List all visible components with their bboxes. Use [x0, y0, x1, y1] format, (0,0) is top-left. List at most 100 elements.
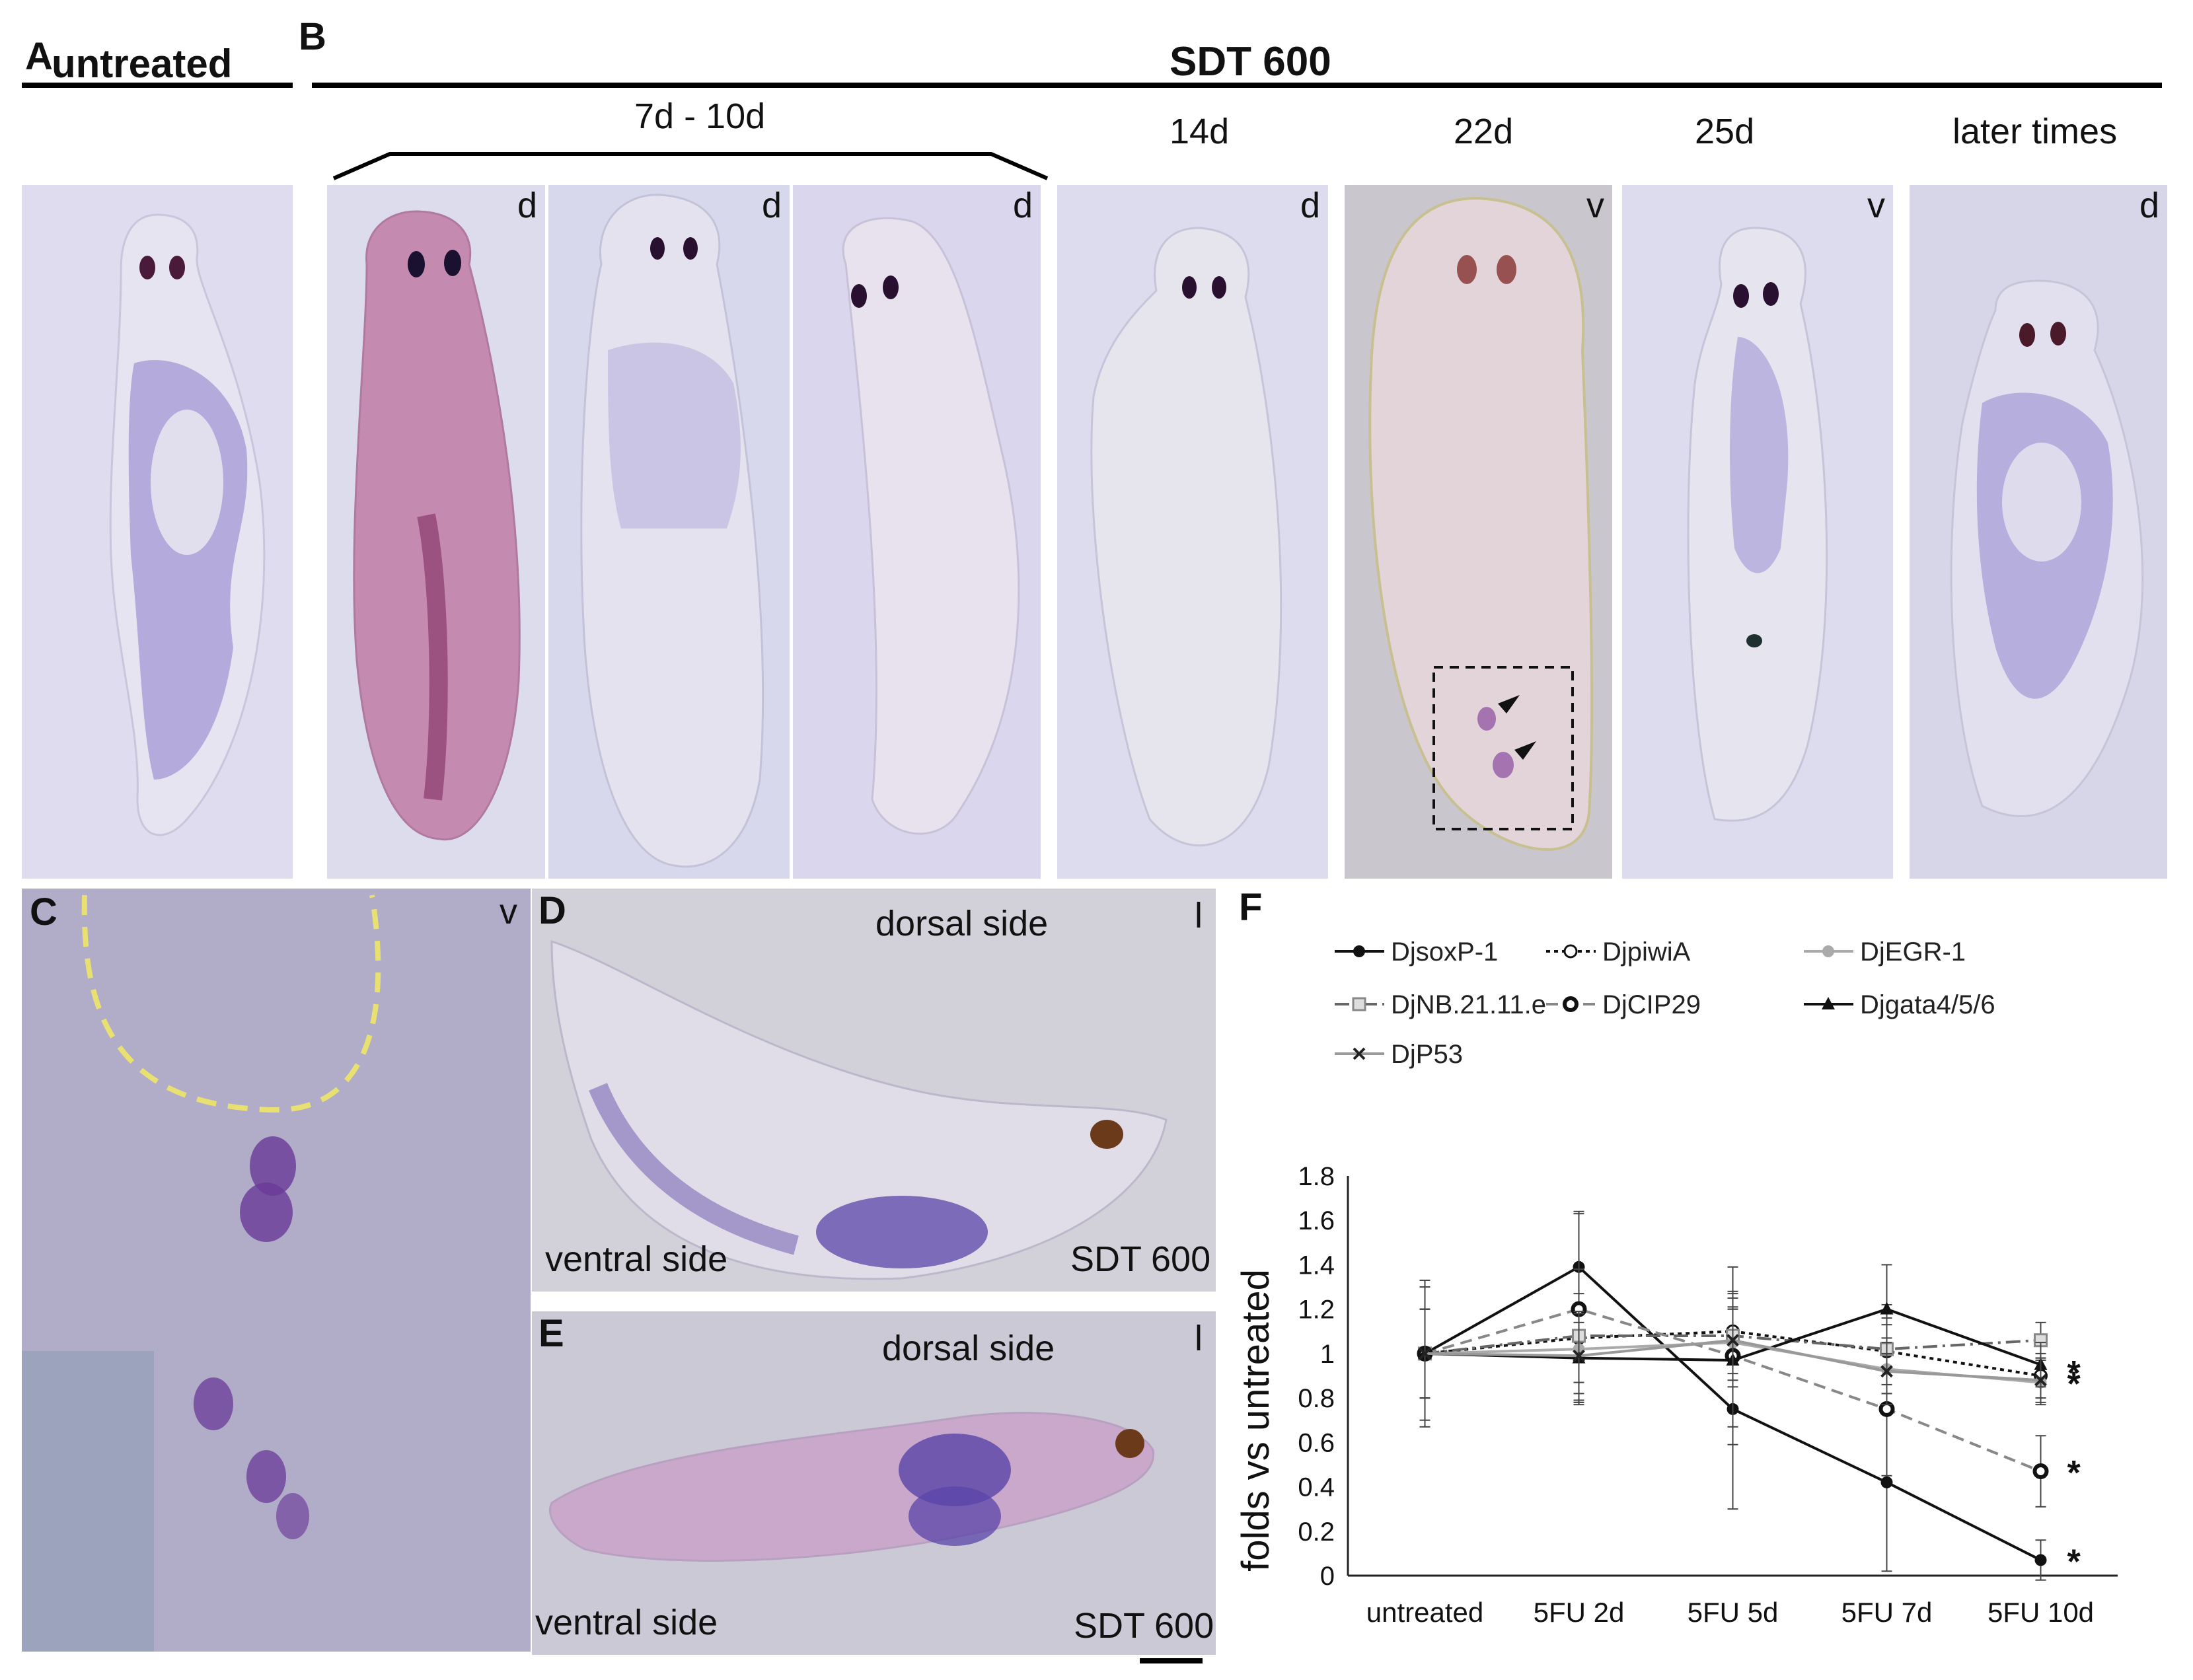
orientation-b7: d: [2139, 186, 2159, 225]
panel-label-f: F: [1239, 886, 1263, 929]
y-tick-label: 0.6: [1298, 1428, 1335, 1457]
orientation-b2: d: [761, 186, 782, 225]
line-chart: DjsoxP-1 DjpiwiA DjEGR-1 DjNB.21.11.e DjCIP2…: [1234, 937, 2118, 1628]
worm-b1-illustration: [353, 210, 521, 841]
panel-label-a: A: [25, 35, 53, 78]
y-tick-label: 1.2: [1298, 1296, 1335, 1325]
legend-label-5: Djgata4/5/6: [1860, 990, 1995, 1019]
lateral-e-illustration: [548, 1412, 1155, 1562]
chart-axes: 0 0.2 0.4 0.6 0.8 1 1.2 1.4 1.6 1.8 untreated 5FU 2…: [1298, 1162, 2118, 1628]
legend-item-3: DjNB.21.11.e: [1335, 990, 1546, 1019]
lateral-d-illustration: [550, 939, 1168, 1280]
orientation-d: l: [1195, 896, 1203, 935]
panel-label-e: E: [539, 1312, 564, 1355]
image-panel-b7: d: [1910, 185, 2167, 879]
worm-b4-illustration: [1090, 227, 1282, 847]
image-panel-b2: d: [548, 185, 790, 879]
legend-marker-3: [1352, 997, 1366, 1011]
y-tick-label: 0: [1320, 1562, 1335, 1591]
legend-item-4: DjCIP29: [1546, 990, 1701, 1019]
data-point: [1573, 1349, 1585, 1362]
legend-item-2: DjEGR-1: [1804, 937, 1966, 967]
x-tick-label: 5FU 7d: [1841, 1597, 1933, 1628]
significance-star: *: [2067, 1366, 2081, 1404]
legend-marker-2: [1822, 945, 1834, 957]
legend-item-1: DjpiwiA: [1546, 937, 1691, 967]
worm-b5-illustration: [1368, 196, 1594, 851]
data-point: [1880, 1365, 1893, 1378]
y-axis-label: folds vs untreated: [1234, 1269, 1277, 1572]
worm-b6-illustration: [1687, 227, 1828, 822]
bracket-7-10d: [332, 152, 1049, 180]
chart-legend: DjsoxP-1 DjpiwiA DjEGR-1 DjNB.21.11.e DjCIP2…: [1335, 937, 1995, 1069]
image-panel-b3: d: [793, 185, 1041, 879]
legend-item-5: Djgata4/5/6: [1804, 990, 1995, 1019]
legend-label-1: DjpiwiA: [1602, 937, 1691, 967]
worm-a-illustration: [109, 213, 266, 836]
series-6: [1419, 1306, 2047, 1406]
legend-label-0: DjsoxP-1: [1391, 937, 1498, 967]
x-tick-label: 5FU 10d: [1988, 1597, 2094, 1628]
legend-marker-6: [1353, 1047, 1366, 1060]
orientation-b5: v: [1586, 186, 1604, 225]
timepoint-14d: 14d: [1170, 112, 1230, 151]
series-line-1: [1425, 1330, 2041, 1377]
image-panel-b1: d: [327, 185, 545, 879]
image-panel-e: E dorsal side ventral side SDT 600 l: [532, 1311, 1216, 1655]
y-tick-label: 1.4: [1298, 1251, 1335, 1280]
timepoint-22d: 22d: [1454, 112, 1514, 151]
legend-marker-4: [1563, 996, 1579, 1012]
e-ventral-label: ventral side: [535, 1603, 718, 1642]
legend-item-6: DjP53: [1335, 1040, 1463, 1069]
significance-star: *: [2067, 1454, 2081, 1492]
data-point: [2032, 1463, 2049, 1480]
x-tick-label: 5FU 2d: [1534, 1597, 1625, 1628]
y-tick-label: 0.4: [1298, 1473, 1335, 1502]
y-tick-label: 1.6: [1298, 1206, 1335, 1235]
image-panel-a: d: [22, 185, 293, 879]
image-panel-b5: v: [1345, 185, 1612, 879]
e-dorsal-label: dorsal side: [882, 1329, 1055, 1368]
y-tick-label: 1: [1320, 1340, 1335, 1369]
untreated-rule: [22, 83, 293, 88]
orientation-b6: v: [1867, 186, 1885, 225]
e-sdt-label: SDT 600: [1074, 1606, 1214, 1646]
d-sdt-label: SDT 600: [1070, 1239, 1211, 1279]
legend-marker-0: [1353, 945, 1365, 957]
significance-star: *: [2067, 1543, 2081, 1581]
data-point: [2034, 1373, 2047, 1387]
orientation-c: v: [500, 892, 517, 931]
image-panel-c: C v: [22, 889, 531, 1652]
orientation-b1: d: [517, 186, 537, 225]
data-point: [1419, 1347, 1431, 1360]
x-tick-label: 5FU 5d: [1688, 1597, 1779, 1628]
y-tick-label: 0.2: [1298, 1517, 1335, 1547]
d-dorsal-label: dorsal side: [875, 904, 1049, 943]
sdt-rule: [312, 83, 2162, 88]
y-tick-label: 1.8: [1298, 1162, 1335, 1191]
data-point: [1880, 1476, 1893, 1488]
image-panel-d: D dorsal side ventral side SDT 600 l: [532, 889, 1216, 1292]
legend-label-3: DjNB.21.11.e: [1391, 990, 1546, 1019]
orientation-e: l: [1195, 1319, 1203, 1358]
legend-label-6: DjP53: [1391, 1040, 1463, 1069]
worm-b7-illustration: [1950, 279, 2144, 817]
timepoint-later: later times: [1952, 112, 2118, 151]
timepoint-7-10d: 7d - 10d: [634, 96, 766, 136]
legend-label-4: DjCIP29: [1602, 990, 1701, 1019]
data-point: [1727, 1334, 1739, 1347]
legend-item-0: DjsoxP-1: [1335, 937, 1498, 967]
timepoint-25d: 25d: [1695, 112, 1755, 151]
x-tick-label: untreated: [1366, 1597, 1483, 1628]
panel-label-b: B: [299, 15, 326, 58]
d-ventral-label: ventral side: [545, 1239, 728, 1279]
sdt-title: SDT 600: [1170, 39, 1331, 85]
scale-bar: [1140, 1658, 1203, 1663]
significance-star: *: [2067, 1354, 2081, 1393]
image-panel-b6: v: [1622, 185, 1893, 879]
worm-b2-illustration: [580, 194, 764, 868]
legend-marker-1: [1563, 944, 1578, 959]
worm-b3-illustration: [842, 217, 1020, 835]
orientation-b4: d: [1300, 186, 1320, 225]
legend-marker-5: [1822, 997, 1835, 1009]
